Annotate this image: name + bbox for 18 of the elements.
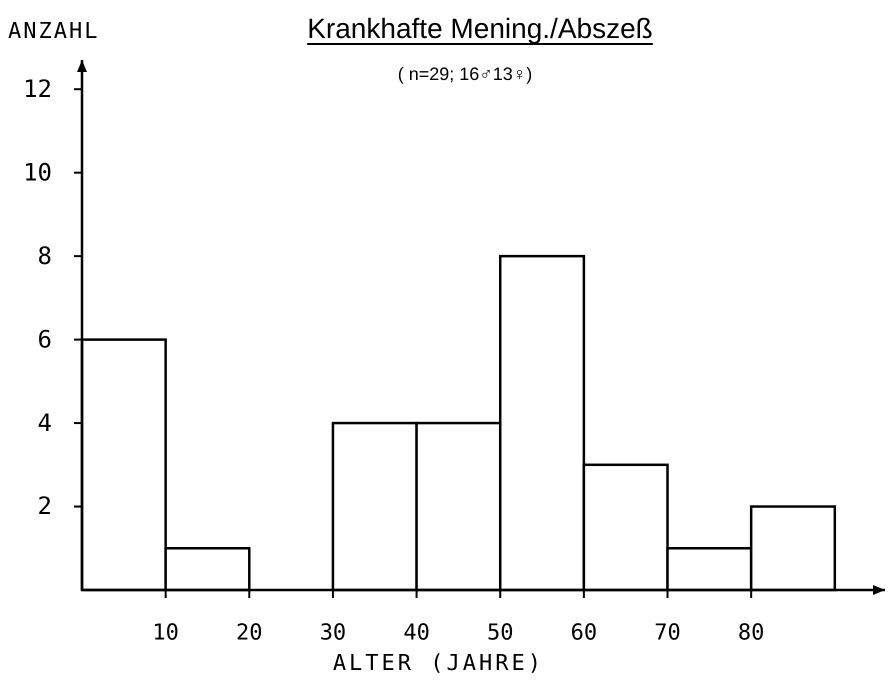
y-tick-label: 8 xyxy=(38,242,52,270)
y-tick-label: 2 xyxy=(38,492,52,520)
x-axis-title: ALTER (JAHRE) xyxy=(332,651,544,676)
chart-subtitle: ( n=29; 16♂13♀) xyxy=(398,64,532,84)
y-axis-title: ANZAHL xyxy=(8,19,100,44)
y-tick-label: 6 xyxy=(38,325,52,354)
x-tick-label: 10 xyxy=(152,620,179,646)
chart-title: Krankhafte Mening./Abszeß xyxy=(307,13,653,44)
y-tick-label: 4 xyxy=(38,408,52,437)
y-tick-label: 10 xyxy=(23,158,52,186)
x-tick-label: 40 xyxy=(403,620,430,646)
y-tick-label: 12 xyxy=(23,74,52,103)
x-tick-label: 60 xyxy=(570,620,598,646)
x-tick-label: 30 xyxy=(320,620,346,646)
x-tick-label: 50 xyxy=(486,620,514,646)
x-tick-label: 70 xyxy=(654,620,681,646)
x-tick-label: 80 xyxy=(738,620,764,646)
x-tick-label: 20 xyxy=(236,620,263,646)
